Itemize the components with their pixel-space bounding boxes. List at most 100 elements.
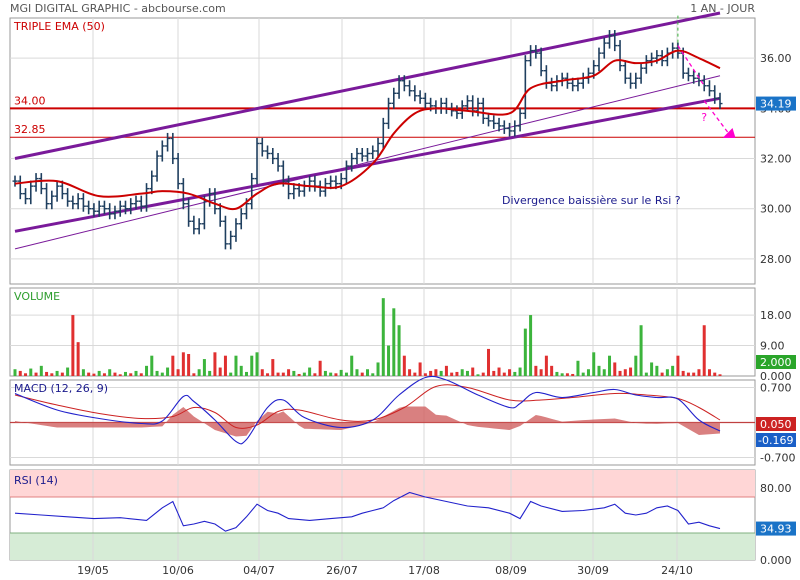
volume-bar <box>665 369 669 376</box>
price-bar <box>170 132 176 165</box>
price-bar <box>165 132 171 152</box>
macd-signal-line <box>14 384 721 429</box>
volume-bar <box>181 352 185 376</box>
price-bar <box>575 77 581 92</box>
price-bar <box>691 70 697 84</box>
price-badge-box <box>756 96 796 111</box>
price-bar <box>23 188 29 205</box>
rsi-axis-ticks: 80.00 0.000 <box>760 482 792 567</box>
volume-bar <box>281 372 285 376</box>
volume-bar <box>660 372 664 376</box>
price-bar <box>180 178 186 210</box>
volume-bar <box>481 372 485 376</box>
price-bar <box>75 193 81 210</box>
volume-bar <box>176 369 180 376</box>
price-bar <box>480 97 486 124</box>
volume-bar <box>644 372 648 376</box>
price-bar <box>117 200 123 217</box>
volume-bar <box>539 369 543 376</box>
volume-bar <box>234 355 238 376</box>
volume-bar <box>155 370 159 376</box>
price-bar <box>601 37 607 59</box>
volume-bar <box>597 365 601 376</box>
volume-bar <box>97 370 101 376</box>
price-bar <box>370 145 376 160</box>
volume-bar <box>397 325 401 376</box>
price-bar <box>144 183 150 212</box>
volume-bar <box>34 372 38 376</box>
price-bar <box>596 47 602 72</box>
rsi-y-tick: 80.00 <box>760 482 792 495</box>
macd-y-tick: -0.700 <box>760 452 795 465</box>
volume-bar <box>418 362 422 376</box>
dashed-trend-arrow <box>677 45 705 87</box>
volume-bar <box>197 369 201 376</box>
volume-bar <box>465 370 469 376</box>
volume-bar <box>697 369 701 376</box>
chart-annotation: Divergence baissière sur le Rsi ? <box>502 194 681 207</box>
volume-bar <box>671 365 675 376</box>
volume-bar <box>276 372 280 376</box>
price-bar <box>249 173 255 210</box>
price-bar <box>643 55 649 74</box>
price-bar <box>222 215 228 250</box>
price-bar <box>496 117 502 132</box>
volume-bar <box>602 369 606 376</box>
price-bar <box>628 72 634 89</box>
rsi-badge: 34.93 <box>756 521 796 536</box>
volume-bar <box>297 373 301 376</box>
price-bar <box>212 188 218 215</box>
price-bar <box>391 87 397 109</box>
annotation-question-mark: ? <box>701 111 707 124</box>
price-bar <box>638 62 644 84</box>
rsi-panel: RSI (14) 80.00 0.000 34.93 <box>9 469 796 567</box>
price-bar <box>386 97 392 129</box>
macd-histogram <box>15 406 720 437</box>
price-bar <box>186 198 192 227</box>
volume-bar <box>618 370 622 376</box>
volume-bar <box>123 371 127 376</box>
volume-bar <box>29 368 33 376</box>
price-bar <box>217 203 223 227</box>
channel-upper-line <box>14 11 721 160</box>
price-bar <box>380 117 386 149</box>
volume-bar <box>392 308 396 376</box>
price-bar <box>712 85 718 104</box>
price-bar <box>49 190 55 210</box>
price-bar <box>80 193 86 212</box>
x-axis-label: 26/07 <box>326 564 358 577</box>
volume-bar <box>408 369 412 376</box>
volume-bar <box>223 355 227 376</box>
price-bar <box>38 173 44 195</box>
volume-bar <box>581 372 585 376</box>
price-bar <box>159 140 165 162</box>
volume-bar <box>87 372 91 376</box>
rsi-line <box>14 491 721 532</box>
price-bar <box>343 160 349 185</box>
volume-bar <box>366 369 369 376</box>
volume-bar <box>360 372 364 376</box>
volume-bar <box>50 373 54 376</box>
volume-bar <box>707 369 711 376</box>
volume-bar <box>371 373 375 376</box>
price-bar <box>291 183 297 200</box>
volume-bar <box>92 373 96 376</box>
price-bar <box>286 175 292 200</box>
macd-signal-badge-box <box>756 433 796 447</box>
x-axis-labels: 19/05 10/06 04/07 26/07 17/08 08/09 30/09 24/10 <box>77 564 693 577</box>
chart-header-period: 1 AN - JOUR <box>690 2 755 15</box>
volume-bar <box>71 315 75 376</box>
price-bar <box>259 137 265 157</box>
price-bar <box>175 153 181 190</box>
volume-bar <box>150 355 154 376</box>
volume-bar <box>387 345 391 376</box>
volume-bar <box>66 367 70 376</box>
volume-bar <box>686 372 690 376</box>
volume-bar <box>18 370 22 376</box>
volume-bar <box>171 355 175 376</box>
price-bar <box>706 80 712 97</box>
volume-bar <box>344 372 348 376</box>
volume-bars <box>13 298 722 376</box>
volume-bar <box>592 352 596 376</box>
price-bar <box>265 145 271 160</box>
